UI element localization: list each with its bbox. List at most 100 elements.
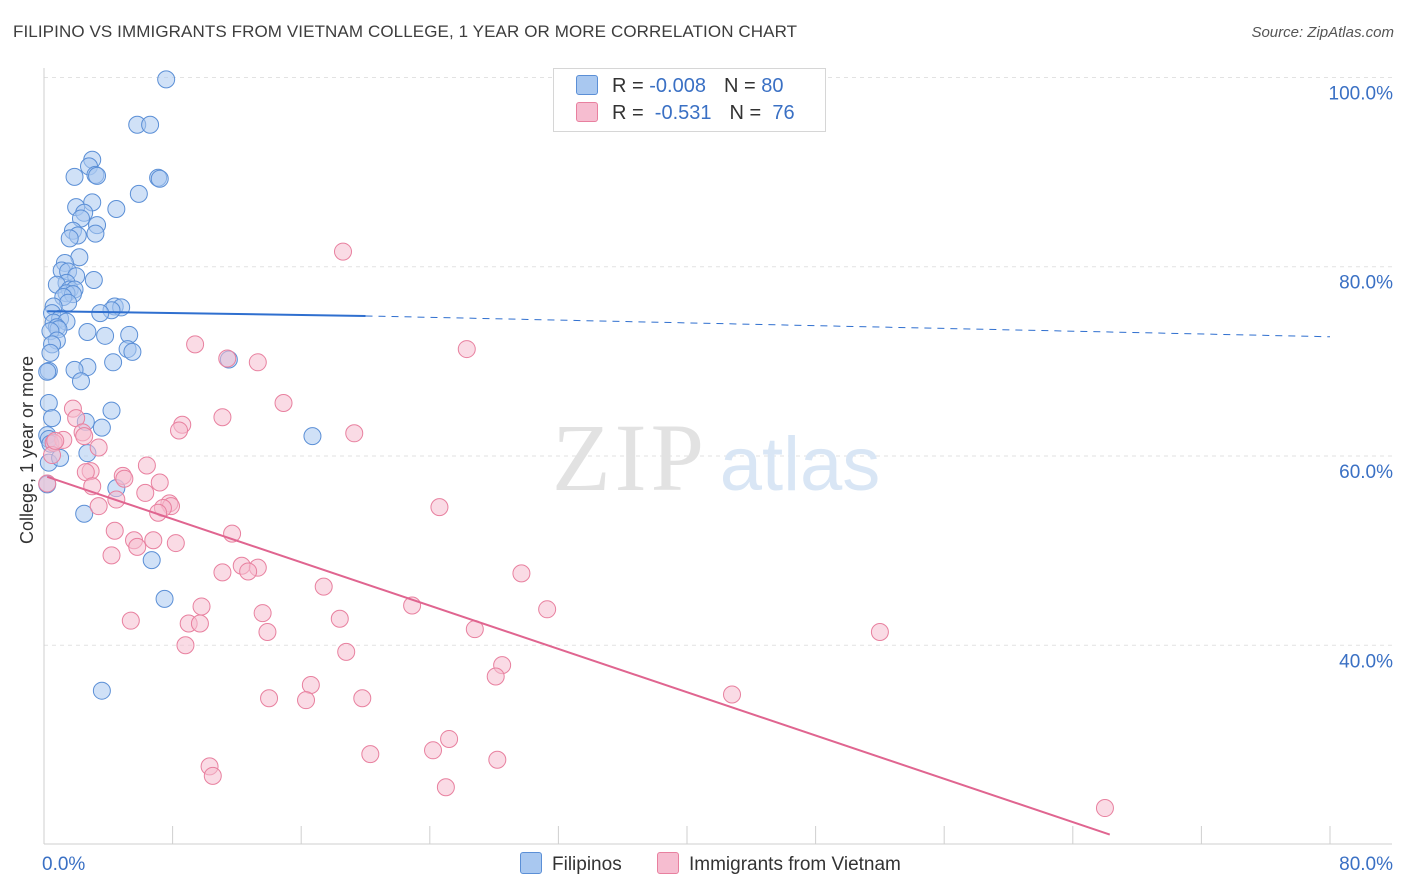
data-point-filipinos: [71, 372, 90, 391]
legend-swatch-blue: [576, 75, 598, 95]
data-point-vietnam: [1095, 799, 1114, 818]
legend-swatch-blue: [520, 852, 542, 874]
x-tick-label: 0.0%: [42, 854, 85, 875]
trend-line-filipinos: [47, 310, 366, 317]
data-point-filipinos: [84, 270, 103, 289]
data-point-vietnam: [870, 623, 889, 642]
data-point-filipinos: [142, 551, 161, 570]
data-point-vietnam: [102, 546, 121, 565]
data-point-vietnam: [424, 741, 443, 760]
data-point-vietnam: [203, 766, 222, 785]
data-point-vietnam: [166, 534, 185, 553]
y-tick-label: 40.0%: [1339, 651, 1393, 672]
trend-line-vietnam: [46, 475, 1111, 836]
data-point-vietnam: [137, 456, 156, 475]
data-point-vietnam: [186, 335, 205, 354]
data-point-vietnam: [337, 642, 356, 661]
data-point-filipinos: [60, 229, 79, 248]
data-point-vietnam: [260, 689, 279, 708]
data-point-filipinos: [155, 589, 174, 608]
data-point-vietnam: [190, 614, 209, 633]
data-point-vietnam: [239, 562, 258, 581]
data-point-vietnam: [46, 431, 65, 450]
data-point-vietnam: [213, 563, 232, 582]
data-point-vietnam: [115, 469, 134, 488]
data-point-filipinos: [75, 504, 94, 523]
data-point-vietnam: [105, 521, 124, 540]
bottom-legend-vietnam: Immigrants from Vietnam: [657, 852, 901, 876]
data-point-filipinos: [123, 342, 142, 361]
data-point-filipinos: [38, 362, 57, 381]
data-point-vietnam: [75, 427, 94, 446]
data-point-vietnam: [330, 609, 349, 628]
data-point-vietnam: [436, 778, 455, 797]
data-point-filipinos: [150, 169, 169, 188]
data-point-vietnam: [333, 242, 352, 261]
data-point-vietnam: [149, 503, 168, 522]
data-point-filipinos: [129, 184, 148, 203]
data-point-vietnam: [314, 577, 333, 596]
legend-label-filipinos: Filipinos: [552, 854, 622, 875]
data-point-filipinos: [88, 166, 107, 185]
y-tick-label: 80.0%: [1339, 273, 1393, 294]
x-tick-label: 80.0%: [1339, 854, 1393, 875]
data-point-vietnam: [192, 597, 211, 616]
data-point-vietnam: [486, 667, 505, 686]
watermark-zip: ZIP: [552, 404, 708, 511]
legend-n-label: N =: [723, 75, 762, 97]
legend-label-vietnam: Immigrants from Vietnam: [689, 854, 901, 875]
y-axis-label: College, 1 year or more: [17, 356, 37, 544]
data-point-filipinos: [102, 401, 121, 420]
data-point-vietnam: [430, 498, 449, 517]
legend-n-value: 76: [766, 102, 795, 124]
data-point-filipinos: [86, 224, 105, 243]
correlation-legend: R = -0.008 N = 80 R = -0.531 N = 76: [553, 68, 826, 132]
legend-r-value: -0.531: [649, 102, 712, 124]
data-point-vietnam: [345, 424, 364, 443]
data-point-vietnam: [274, 394, 293, 413]
data-point-filipinos: [104, 353, 123, 372]
data-point-filipinos: [157, 70, 176, 89]
chart-title: FILIPINO VS IMMIGRANTS FROM VIETNAM COLL…: [13, 22, 798, 41]
legend-r-value: -0.008: [649, 75, 706, 97]
legend-row-filipinos: R = -0.008 N = 80: [576, 75, 783, 97]
data-point-vietnam: [440, 729, 459, 748]
data-point-filipinos: [92, 418, 111, 437]
data-point-filipinos: [92, 681, 111, 700]
data-point-filipinos: [91, 304, 110, 323]
series-vietnam-points: [38, 242, 1114, 818]
data-point-vietnam: [301, 676, 320, 695]
data-point-filipinos: [141, 115, 160, 134]
data-point-vietnam: [150, 473, 169, 492]
data-point-filipinos: [41, 343, 60, 362]
legend-swatch-pink: [576, 102, 598, 122]
trend-lines: [46, 310, 1331, 836]
data-point-vietnam: [258, 623, 277, 642]
data-point-vietnam: [213, 408, 232, 427]
legend-swatch-pink: [657, 852, 679, 874]
data-point-vietnam: [512, 564, 531, 583]
data-point-vietnam: [248, 353, 267, 372]
watermark-atlas: atlas: [720, 422, 881, 507]
data-point-vietnam: [538, 600, 557, 619]
data-point-vietnam: [121, 611, 140, 630]
data-point-vietnam: [488, 750, 507, 769]
y-tick-label: 100.0%: [1329, 83, 1394, 104]
source-label: Source: ZipAtlas.com: [1251, 24, 1394, 41]
data-point-vietnam: [128, 537, 147, 556]
data-point-filipinos: [39, 394, 58, 413]
data-point-filipinos: [43, 409, 62, 428]
data-point-filipinos: [303, 427, 322, 446]
legend-r-label: R =: [612, 75, 650, 97]
data-point-vietnam: [176, 636, 195, 655]
watermark: ZIP atlas: [552, 404, 880, 511]
data-point-filipinos: [107, 200, 126, 219]
data-point-vietnam: [136, 483, 155, 502]
data-point-filipinos: [96, 326, 115, 345]
trend-line-filipinos-extension: [365, 315, 1331, 338]
data-point-vietnam: [361, 745, 380, 764]
data-point-vietnam: [170, 421, 189, 440]
legend-row-vietnam: R = -0.531 N = 76: [576, 102, 795, 124]
legend-n-value: 80: [761, 75, 784, 97]
